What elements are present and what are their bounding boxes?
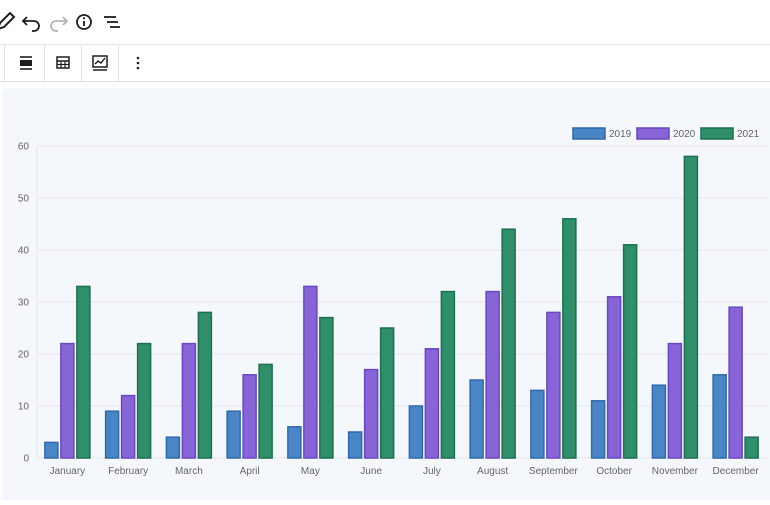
legend-swatch-2020 (636, 127, 670, 140)
bar-2021-november (683, 155, 699, 459)
bar-2020-september (546, 311, 561, 459)
bar-2020-april (242, 374, 257, 459)
bar-2019-december (712, 374, 727, 459)
bar-2021-january (76, 285, 91, 459)
bar-2019-july (408, 405, 424, 459)
x-tick-label: October (596, 466, 632, 477)
x-tick-label: June (360, 466, 382, 477)
bar-2019-march (165, 436, 181, 459)
redo-icon[interactable] (44, 8, 72, 36)
x-tick-label: January (50, 466, 86, 477)
x-tick-label: September (529, 466, 579, 477)
x-tick-label: November (652, 466, 699, 477)
list-view-icon[interactable] (98, 8, 126, 36)
x-tick-label: April (240, 466, 260, 477)
bar-2021-october (622, 244, 638, 459)
legend-label-2021: 2021 (737, 129, 760, 140)
bar-2019-august (469, 379, 484, 459)
toolbar-divider (44, 45, 45, 81)
align-icon[interactable] (8, 47, 44, 79)
bar-2020-february (120, 394, 136, 459)
legend-label-2019: 2019 (609, 129, 632, 140)
y-tick-label: 0 (23, 454, 29, 465)
legend-swatch-2019 (572, 127, 606, 140)
bar-2021-june (379, 327, 395, 459)
y-tick-label: 10 (18, 402, 30, 413)
toolbar-divider (4, 45, 5, 81)
bar-2021-may (319, 316, 334, 459)
block-toolbar (0, 45, 770, 82)
legend-swatch-2021 (700, 127, 734, 140)
bar-2021-march (197, 311, 213, 459)
more-options-icon[interactable] (120, 47, 156, 79)
bar-2019-october (590, 400, 606, 459)
bar-2020-august (485, 290, 500, 459)
y-tick-label: 30 (18, 298, 30, 309)
info-icon[interactable] (70, 8, 98, 36)
editor-top-toolbar (0, 0, 770, 45)
bar-2020-november (667, 342, 683, 459)
bar-2020-october (606, 296, 622, 459)
x-tick-label: December (713, 466, 760, 477)
bar-chart: 0 10 20 30 40 50 60 January February March April Ma… (18, 127, 766, 477)
bar-2020-june (363, 368, 379, 459)
x-tick-label: August (477, 466, 508, 477)
bar-2019-april (226, 410, 241, 459)
bar-2020-july (424, 348, 440, 459)
legend-label-2020: 2020 (673, 129, 696, 140)
bar-2020-march (181, 342, 197, 459)
y-tick-label: 50 (18, 194, 30, 205)
bar-2020-december (728, 306, 743, 459)
x-tick-label: May (301, 466, 320, 477)
chart-container: 0 10 20 30 40 50 60 January February March April Ma… (2, 88, 770, 500)
bar-2021-august (501, 228, 516, 459)
bar-2019-june (347, 431, 363, 459)
bar-2021-july (440, 290, 456, 459)
bar-2021-february (136, 342, 152, 459)
bar-2019-november (651, 384, 667, 459)
y-tick-label: 20 (18, 350, 30, 361)
bar-2021-april (258, 363, 273, 459)
bar-2019-january (44, 441, 59, 459)
table-icon[interactable] (45, 47, 81, 79)
bar-2020-january (60, 342, 75, 459)
y-tick-label: 60 (18, 142, 30, 153)
y-tick-label: 40 (18, 246, 30, 257)
chart-edit-icon[interactable] (82, 47, 118, 79)
bar-2019-february (104, 410, 120, 459)
toolbar-divider (118, 45, 119, 81)
undo-icon[interactable] (18, 8, 46, 36)
bar-2021-december (744, 436, 759, 459)
toolbar-divider (81, 45, 82, 81)
x-tick-label: July (423, 466, 441, 477)
bar-2021-september (562, 218, 577, 459)
bar-2019-may (287, 426, 302, 459)
x-tick-label: March (175, 466, 203, 477)
x-tick-label: February (108, 466, 148, 477)
bar-2020-may (303, 285, 318, 459)
bar-2019-september (530, 389, 545, 459)
pencil-icon[interactable] (0, 8, 20, 36)
